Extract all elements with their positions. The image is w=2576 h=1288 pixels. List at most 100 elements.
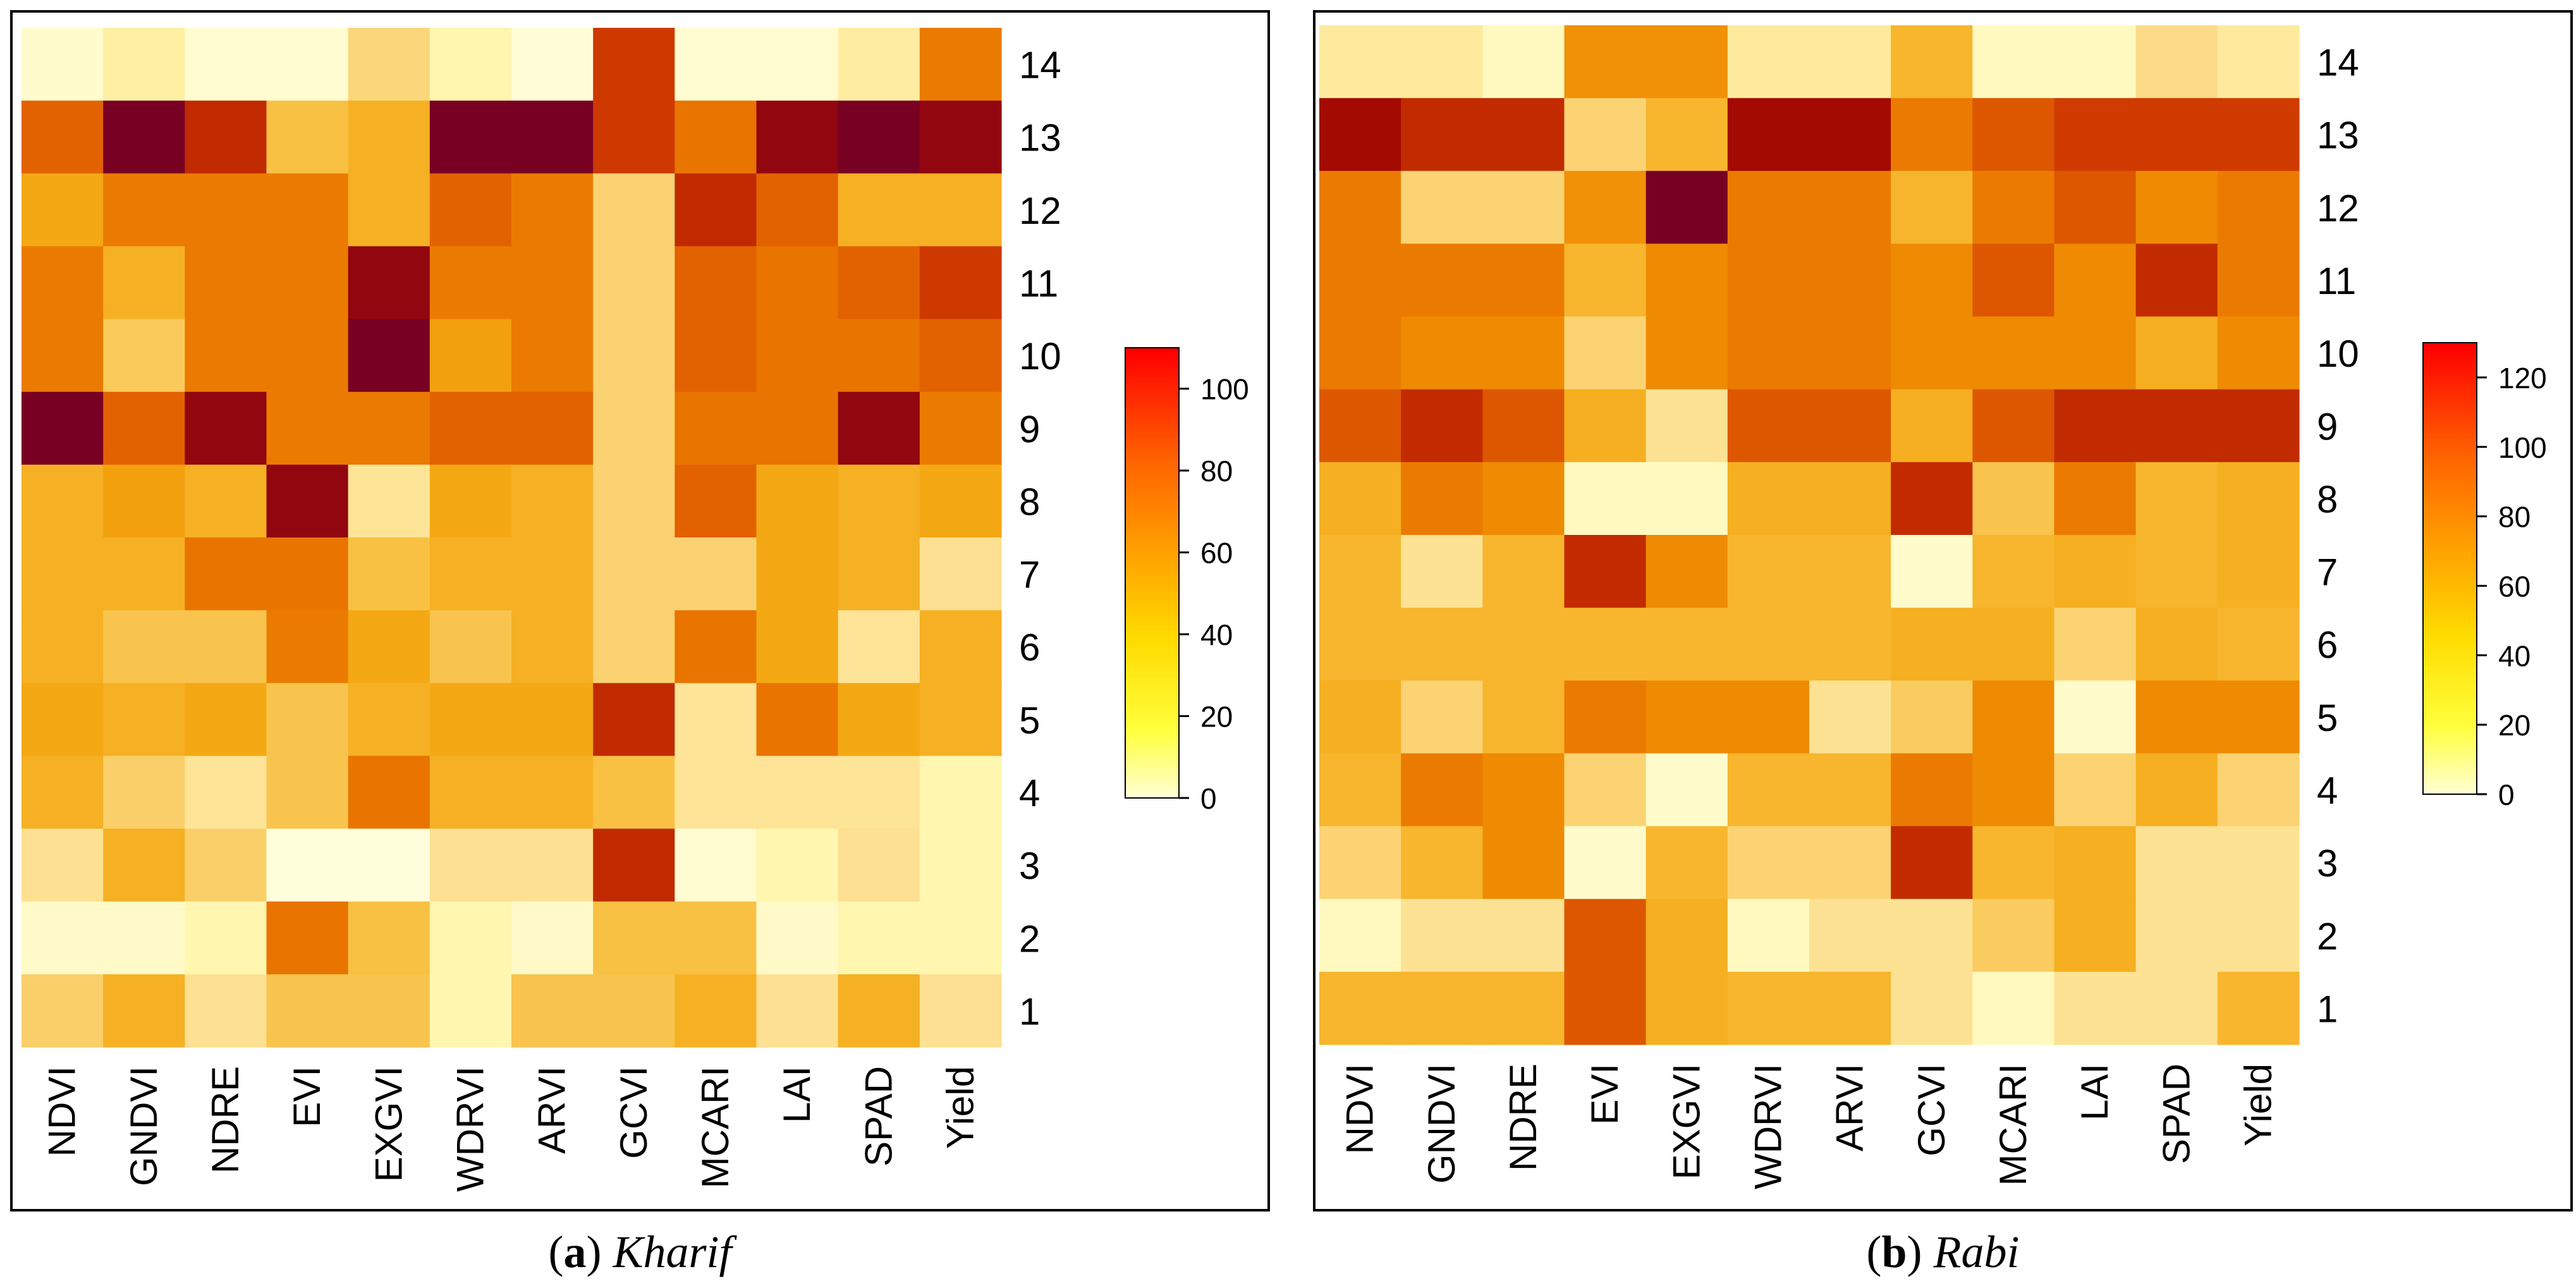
heatmap-cell	[1645, 462, 1728, 536]
heatmap-cell	[1319, 171, 1401, 245]
heatmap-cell	[185, 974, 267, 1048]
colorbar-tick-label: 80	[1200, 455, 1233, 488]
heatmap-cell	[675, 391, 757, 465]
heatmap-cell	[2135, 25, 2218, 99]
colorbar-segment	[1125, 430, 1179, 435]
colorbar-segment	[1125, 640, 1179, 645]
colorbar-segment	[1125, 539, 1179, 544]
colorbar-segment	[2423, 670, 2477, 675]
colorbar-segment	[2423, 538, 2477, 543]
heatmap-cell	[2135, 753, 2218, 827]
heatmap-cell	[1809, 608, 1891, 681]
heatmap-cell	[675, 28, 757, 101]
heatmap-cell	[675, 756, 757, 830]
colorbar-segment	[2423, 594, 2477, 599]
heatmap-cell	[266, 319, 349, 393]
heatmap-cell	[2054, 680, 2137, 754]
colorbar-segment	[1125, 682, 1179, 686]
heatmap-cell	[1482, 971, 1565, 1045]
heatmap-cell	[348, 246, 430, 320]
heatmap-cell	[919, 974, 1002, 1048]
colorbar-segment	[2423, 606, 2477, 611]
colorbar-tick-label: 60	[2498, 570, 2530, 603]
colorbar-segment	[1125, 475, 1179, 480]
heatmap-cell	[675, 683, 757, 757]
heatmap-cell	[2135, 608, 2218, 681]
colorbar-segment	[2423, 696, 2477, 701]
heatmap-cell	[1401, 389, 1483, 463]
heatmap-cell	[593, 391, 675, 465]
colorbar-segment	[2423, 629, 2477, 633]
heatmap-cell	[1727, 899, 1810, 972]
heatmap-cell	[838, 173, 920, 247]
y-tick-label: 8	[2317, 478, 2338, 520]
colorbar-segment	[1125, 618, 1179, 622]
colorbar-segment	[1125, 558, 1179, 562]
heatmap-cell	[348, 901, 430, 975]
colorbar-segment	[1125, 727, 1179, 731]
colorbar-segment	[1125, 569, 1179, 573]
heatmap-cell	[429, 319, 512, 393]
heatmap-cell	[1564, 680, 1647, 754]
heatmap-cell	[1809, 243, 1891, 317]
colorbar-segment	[2423, 549, 2477, 554]
colorbar-tick-label: 20	[2498, 709, 2530, 742]
heatmap-cell	[1482, 243, 1565, 317]
heatmap-cell	[21, 101, 104, 174]
colorbar-segment	[1125, 457, 1179, 461]
heatmap-cell	[2054, 971, 2137, 1045]
heatmap-cell	[593, 464, 675, 538]
heatmap-cell	[1319, 753, 1401, 827]
heatmap-cell	[1891, 826, 1973, 900]
colorbar-segment	[2423, 361, 2477, 366]
heatmap-cell	[2054, 171, 2137, 245]
heatmap-cell	[1972, 971, 2055, 1045]
colorbar-segment	[2423, 474, 2477, 479]
y-tick-label: 6	[2317, 624, 2338, 666]
colorbar-segment	[2423, 546, 2477, 551]
colorbar-segment	[2423, 515, 2477, 520]
heatmap-cell	[511, 756, 594, 830]
heatmap-cell	[1809, 826, 1891, 900]
heatmap-cell	[593, 101, 675, 174]
heatmap-cell	[1727, 243, 1810, 317]
heatmap-cell	[675, 246, 757, 320]
heatmap-cell	[511, 246, 594, 320]
colorbar-segment	[2423, 418, 2477, 422]
colorbar-segment	[1125, 362, 1179, 367]
heatmap-cell	[1972, 243, 2055, 317]
heatmap-cell	[1564, 608, 1647, 681]
colorbar-segment	[2423, 745, 2477, 750]
colorbar-segment	[1125, 366, 1179, 371]
heatmap-cell	[919, 756, 1002, 830]
heatmap-cell	[21, 391, 104, 465]
heatmap-cell	[2135, 98, 2218, 171]
heatmap-cell	[1727, 535, 1810, 608]
heatmap-cell	[919, 610, 1002, 684]
heatmap-cell	[675, 974, 757, 1048]
y-tick-label: 9	[2317, 405, 2338, 448]
y-tick-label: 8	[1019, 481, 1040, 523]
colorbar-segment	[2423, 632, 2477, 637]
heatmap-cell	[2135, 971, 2218, 1045]
colorbar-segment	[2423, 350, 2477, 355]
heatmap-cell	[1809, 316, 1891, 390]
colorbar-segment	[2423, 486, 2477, 490]
heatmap-cell	[1401, 608, 1483, 681]
colorbar-segment	[2423, 572, 2477, 577]
heatmap-cell	[511, 974, 594, 1048]
heatmap-cell	[429, 537, 512, 611]
heatmap-cell	[593, 319, 675, 393]
colorbar-segment	[1125, 494, 1179, 499]
heatmap-cell	[1564, 243, 1647, 317]
heatmap-cell	[348, 683, 430, 757]
caption-season: Rabi	[1933, 1227, 2020, 1277]
colorbar-segment	[1125, 708, 1179, 713]
heatmap-cell	[2135, 316, 2218, 390]
colorbar-segment	[2423, 346, 2477, 351]
colorbar-segment	[1125, 426, 1179, 431]
heatmap-cell	[429, 173, 512, 247]
colorbar-segment	[1125, 790, 1179, 795]
colorbar-segment	[1125, 501, 1179, 506]
heatmap-cell	[2217, 971, 2300, 1045]
